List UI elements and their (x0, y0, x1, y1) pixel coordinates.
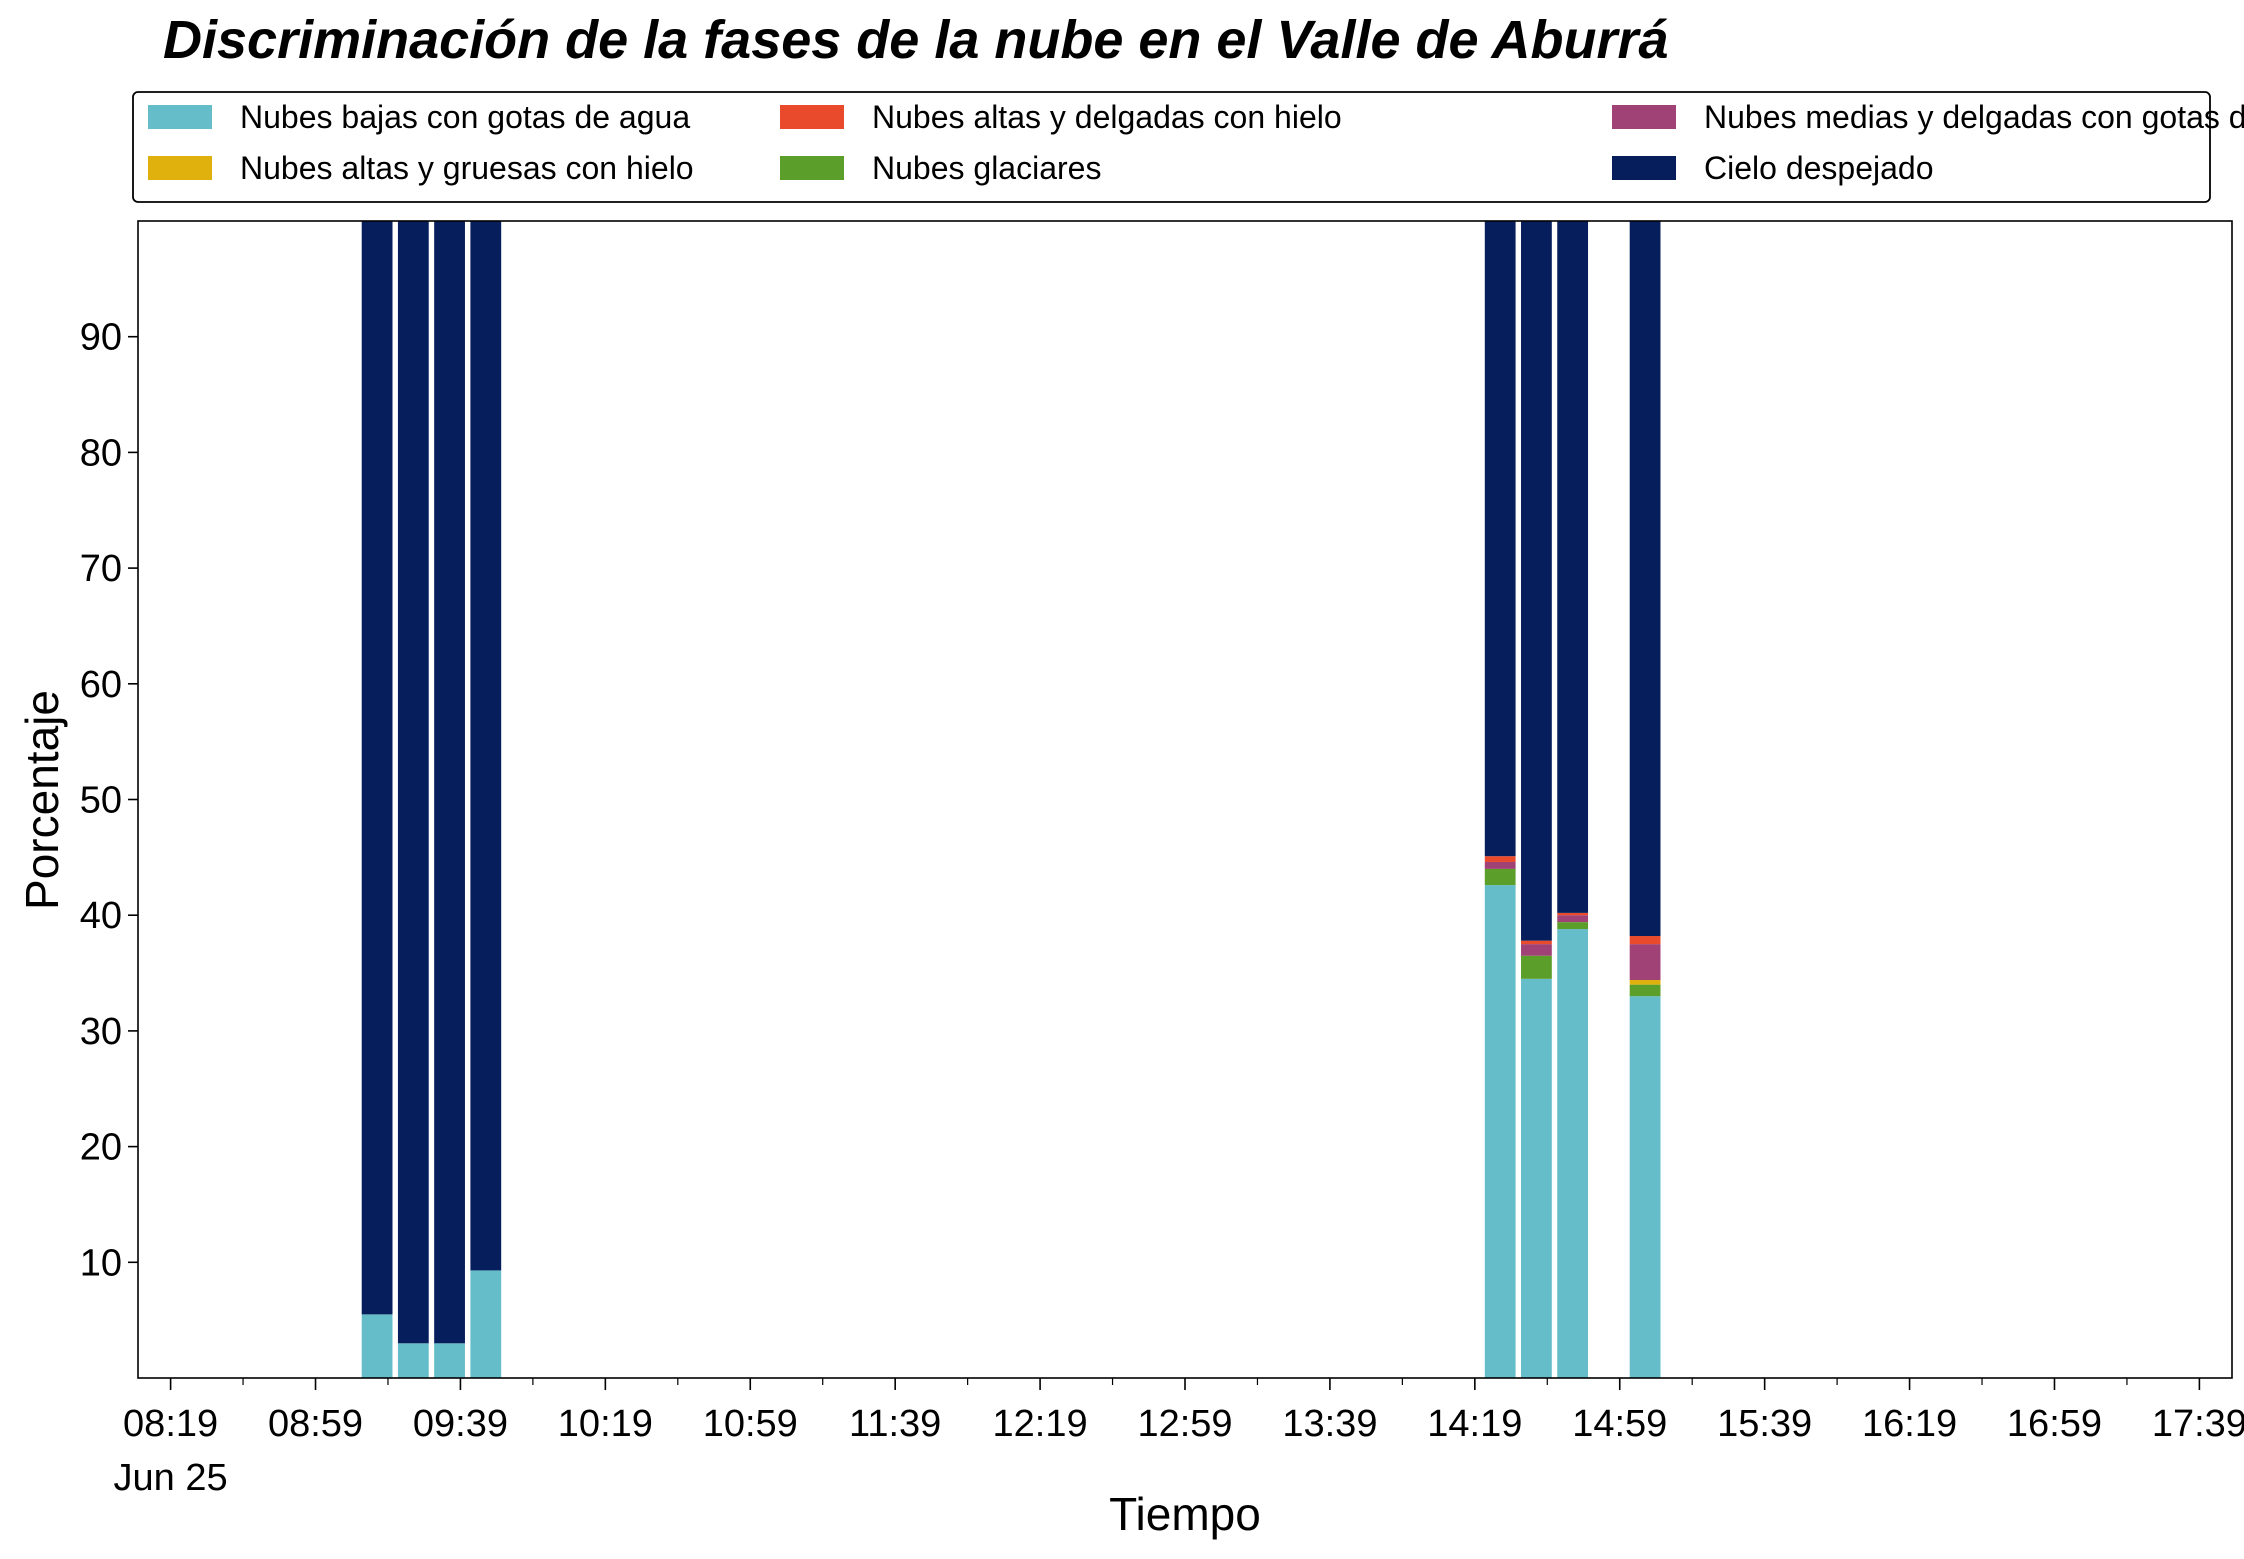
x-tick-label: 08:19 (123, 1403, 218, 1445)
bar-segment-1506-s2 (1629, 979, 1661, 985)
x-tick-label: 14:59 (1572, 1403, 1667, 1445)
y-tick-label: 90 (80, 317, 122, 359)
y-axis-label: Porcentaje (16, 690, 68, 910)
bar-segment-1446-s4 (1557, 912, 1589, 916)
y-tick-label: 50 (80, 780, 122, 822)
x-tick-label: 13:39 (1282, 1403, 1377, 1445)
bar-segment-1426-s4 (1484, 856, 1516, 862)
bar-segment-1506-s5 (1629, 221, 1661, 937)
x-tick-label: 14:19 (1427, 1403, 1522, 1445)
y-tick-label: 60 (80, 664, 122, 706)
bar-segment-1446-s0 (1557, 929, 1589, 1378)
bar-segment-1426-s3 (1484, 861, 1516, 869)
legend-label: Nubes altas y gruesas con hielo (240, 150, 694, 186)
x-tick-sublabel: Jun 25 (114, 1457, 228, 1499)
bar-segment-1436-s4 (1521, 940, 1552, 945)
legend-label: Nubes medias y delgadas con gotas de agu… (1704, 99, 2244, 135)
bar-segment-1506-s0 (1629, 996, 1661, 1378)
chart-title: Discriminación de la fases de la nube en… (163, 10, 1669, 70)
x-tick-label: 10:59 (703, 1403, 798, 1445)
bar-segment-1446-s1 (1557, 922, 1589, 930)
bar-segment-0926-s0 (397, 1343, 429, 1378)
bar-segment-0946-s5 (470, 221, 502, 1271)
plot-area (361, 221, 1661, 1378)
x-axis: 08:19 Jun 25 08:59 09:39 10:19 10:59 11:39 12:1… (114, 1378, 2244, 1499)
bar-segment-1436-s0 (1521, 978, 1552, 1378)
bar-segment-0916-s0 (361, 1314, 393, 1378)
legend-label: Nubes altas y delgadas con hielo (872, 99, 1342, 135)
y-tick-label: 80 (80, 432, 122, 474)
x-tick-label: 09:39 (413, 1403, 508, 1445)
legend-label: Cielo despejado (1704, 150, 1934, 186)
bar-segment-1436-s5 (1521, 221, 1552, 941)
legend-swatch (148, 105, 212, 129)
x-axis-label: Tiempo (1109, 1488, 1261, 1540)
bar-segment-1426-s0 (1484, 885, 1516, 1378)
bar-segment-1506-s4 (1629, 936, 1661, 945)
bar-segment-1506-s3 (1629, 944, 1661, 980)
y-tick-label: 10 (80, 1242, 122, 1284)
bar-segment-0936-s5 (434, 221, 465, 1344)
x-tick-label: 17:39 (2152, 1403, 2244, 1445)
legend-swatch (1612, 105, 1676, 129)
y-tick-label: 70 (80, 548, 122, 590)
y-tick-label: 40 (80, 895, 122, 937)
legend-swatch (148, 156, 212, 180)
y-axis: 10 20 30 40 50 60 70 80 90 (80, 317, 138, 1284)
legend-label: Nubes bajas con gotas de agua (240, 99, 690, 135)
bar-segment-1446-s3 (1557, 915, 1589, 923)
x-tick-label: 10:19 (558, 1403, 653, 1445)
bar-segment-1426-s1 (1484, 868, 1516, 886)
x-tick-label: 16:59 (2007, 1403, 2102, 1445)
legend-swatch (780, 105, 844, 129)
chart-legend: Nubes bajas con gotas de agua Nubes altas… (132, 91, 2244, 203)
bar-segment-1446-s5 (1557, 221, 1589, 913)
x-tick-label: 16:19 (1862, 1403, 1957, 1445)
legend-swatch (780, 156, 844, 180)
x-tick-label: 12:59 (1137, 1403, 1232, 1445)
bar-segment-0916-s5 (361, 221, 393, 1315)
bar-segment-1506-s1 (1629, 984, 1661, 997)
bar-segment-0926-s5 (397, 221, 429, 1344)
bar-segment-1436-s1 (1521, 955, 1552, 979)
bar-segment-0936-s0 (434, 1343, 465, 1378)
legend-label: Nubes glaciares (872, 150, 1101, 186)
bar-segment-1426-s5 (1484, 221, 1516, 857)
x-tick-label: 12:19 (993, 1403, 1088, 1445)
bar-segment-0946-s0 (470, 1270, 502, 1378)
bar-segment-1436-s3 (1521, 944, 1552, 956)
x-tick-label: 15:39 (1717, 1403, 1812, 1445)
x-tick-label: 08:59 (268, 1403, 363, 1445)
y-tick-label: 20 (80, 1127, 122, 1169)
legend-frame (132, 91, 2211, 203)
y-tick-label: 30 (80, 1011, 122, 1053)
legend-swatch (1612, 156, 1676, 180)
x-tick-label: 11:39 (849, 1403, 941, 1445)
